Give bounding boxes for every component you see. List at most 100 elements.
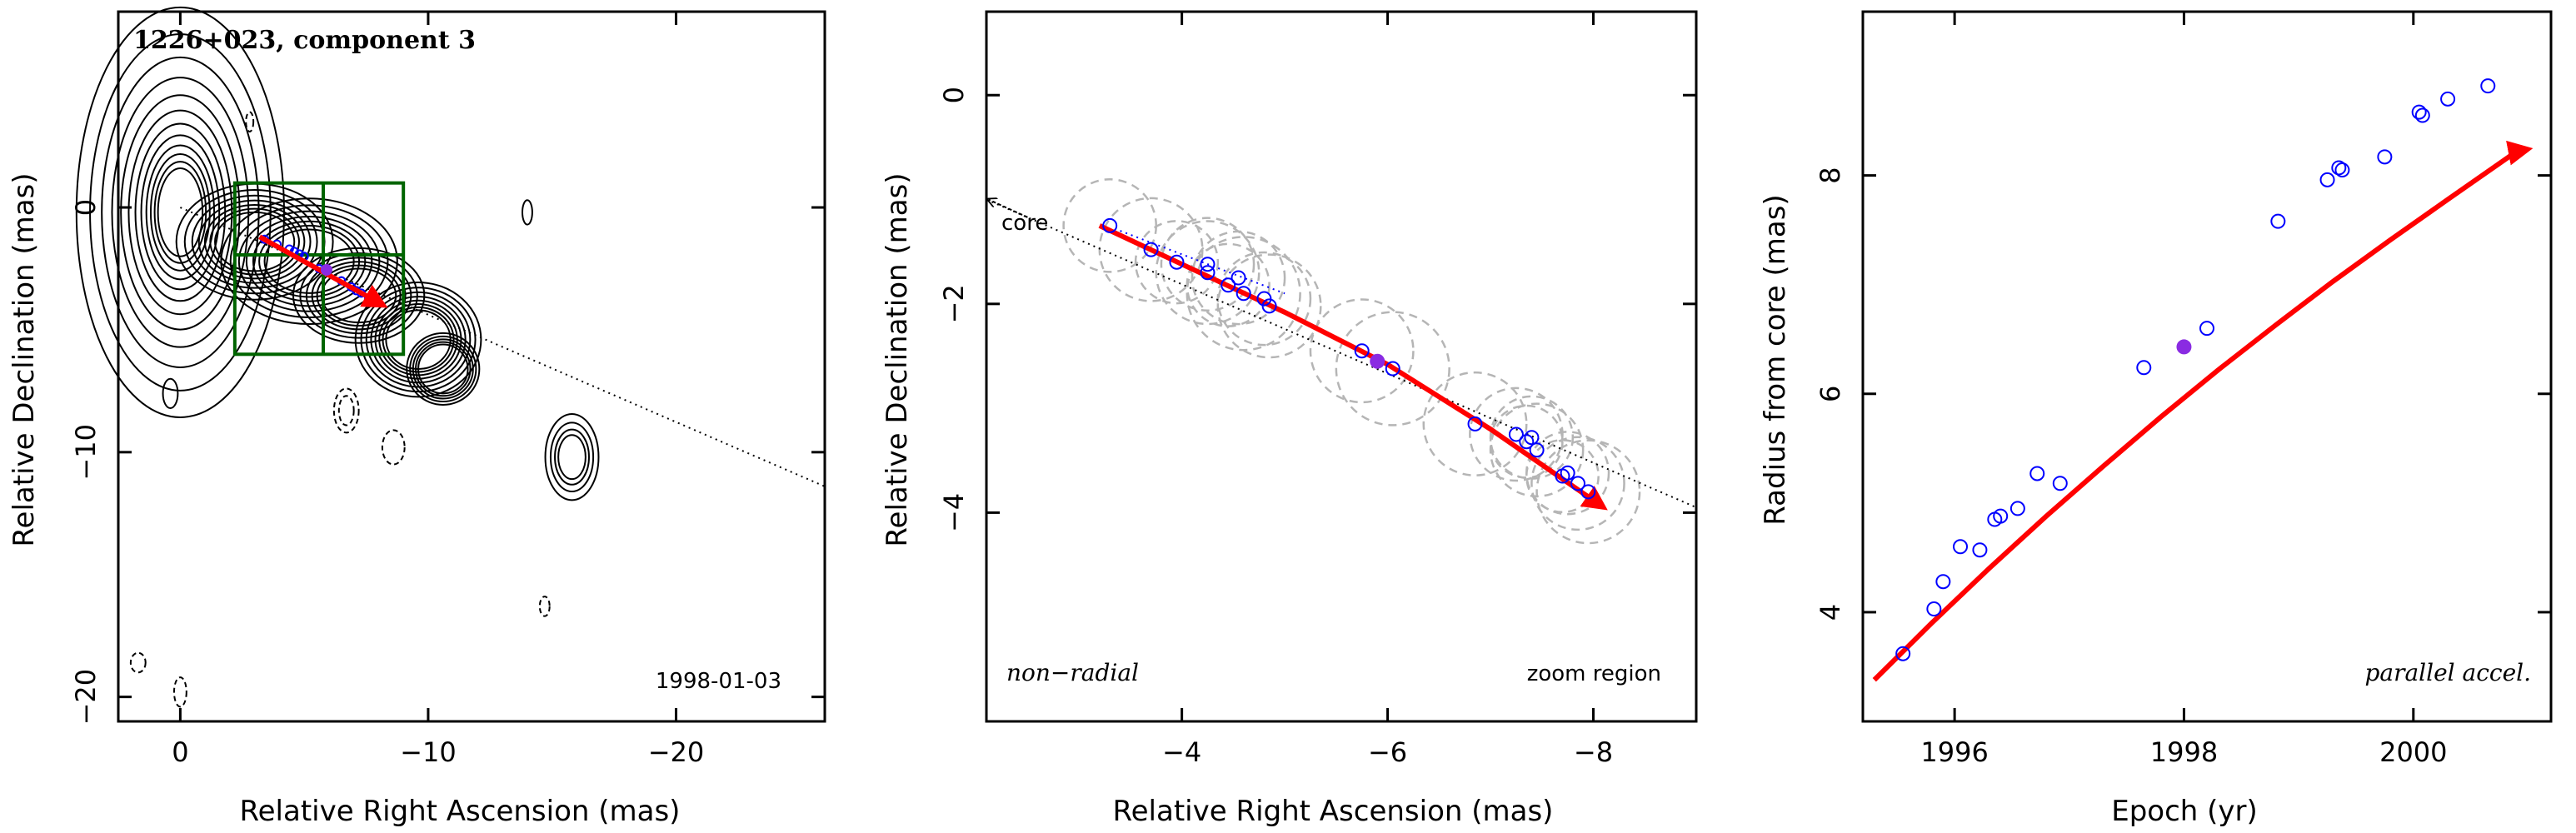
contour-line: [220, 197, 398, 326]
zoom-box-frame: [232, 181, 406, 357]
x-axis-label: Relative Right Ascension (mas): [1113, 795, 1554, 828]
y-tick-label: 4: [1815, 604, 1846, 621]
non-radial-label: non−radial: [1006, 659, 1139, 686]
data-point: [1102, 217, 1118, 233]
blue-dotted-line: [1120, 230, 1286, 295]
y-tick-label: 0: [938, 87, 970, 103]
data-point: [1926, 601, 1942, 616]
data-point: [2331, 160, 2347, 176]
panel-title: 1226+023, component 3: [133, 26, 476, 55]
x-tick-label: 0: [172, 736, 188, 768]
data-point: [1200, 257, 1216, 272]
error-circles: [1062, 178, 1641, 545]
contour-line: [538, 596, 551, 617]
contour-line: [203, 203, 306, 280]
highlight-point: [1370, 353, 1385, 369]
error-circle: [1335, 311, 1450, 426]
plot-frame: [117, 10, 826, 723]
data-point: [2009, 501, 2025, 516]
error-circle: [1062, 178, 1157, 273]
error-circle: [1525, 439, 1600, 514]
contour-line: [149, 152, 211, 272]
data-point: [1560, 465, 1575, 481]
data-point: [1508, 426, 1524, 442]
y-tick-label: −2: [938, 284, 970, 323]
contour-line: [111, 77, 250, 348]
x-tick-label: 1998: [2150, 736, 2218, 768]
core-label: core: [1001, 211, 1048, 236]
core-direction-line: [179, 207, 826, 487]
radius-epoch-panel: 1996 1998 2000 4 6 8 parallel accel. Epoch (y…: [1759, 10, 2553, 828]
contour-map: [75, 6, 600, 708]
fit-curve: [1872, 140, 2534, 682]
data-point: [2052, 476, 2068, 491]
x-tick-label: 1996: [1920, 736, 1988, 768]
contour-line: [129, 651, 147, 674]
data-point: [2480, 78, 2496, 94]
contour-line: [415, 341, 472, 397]
data-point: [1972, 542, 1988, 558]
plot-frame: [985, 10, 1698, 723]
x-axis-label: Relative Right Ascension (mas): [240, 795, 681, 828]
contour-line: [292, 247, 426, 344]
error-circle: [1186, 236, 1301, 352]
contour-panel: 0 −10 −20 −20 −10 0 1226+023, component 3 199…: [7, 6, 826, 828]
data-point: [2440, 91, 2456, 107]
data-point: [1467, 416, 1483, 431]
x-axis-label: Epoch (yr): [2111, 795, 2258, 828]
data-point: [1221, 277, 1236, 293]
y-tick-label: −20: [70, 669, 102, 726]
y-axis-label: Radius from core (mas): [1759, 194, 1792, 525]
data-point: [1143, 242, 1159, 257]
contour-line: [209, 207, 300, 276]
y-axis-label: Relative Declination (mas): [7, 172, 41, 546]
component-points: [1102, 217, 1596, 500]
data-point: [2319, 172, 2335, 187]
data-point: [2411, 104, 2427, 120]
x-tick-label: −6: [1368, 736, 1407, 768]
contour-line: [549, 421, 595, 493]
axis-ticks: −4 −6 −8 −4 −2 0: [938, 12, 1696, 768]
data-point: [2414, 107, 2430, 123]
data-point: [1935, 574, 1951, 590]
contour-line: [153, 161, 207, 264]
data-point: [1169, 254, 1185, 270]
component-points: [1895, 78, 2496, 661]
contour-line: [544, 413, 600, 501]
data-point: [2270, 213, 2286, 229]
contour-line: [370, 296, 467, 384]
contour-line: [557, 434, 587, 481]
contour-line: [554, 428, 590, 486]
contour-line: [127, 109, 233, 316]
contour-line: [354, 281, 482, 398]
zoom-region-label: zoom region: [1527, 661, 1661, 686]
data-point: [2029, 466, 2045, 481]
data-point: [1200, 265, 1216, 281]
contour-line: [337, 395, 355, 426]
x-tick-label: −20: [648, 736, 705, 768]
contour-line: [332, 387, 360, 434]
error-circle: [1489, 404, 1564, 479]
error-circle: [1309, 298, 1415, 404]
data-point: [1953, 539, 1969, 555]
contour-line: [172, 676, 187, 708]
error-circle: [1525, 431, 1610, 516]
trajectory-arrow: [1098, 223, 1608, 511]
x-tick-label: −10: [400, 736, 457, 768]
x-tick-label: −8: [1574, 736, 1613, 768]
core-arrow: [988, 200, 1028, 218]
contour-line: [406, 332, 481, 406]
y-tick-label: 6: [1815, 386, 1846, 402]
data-point: [1529, 442, 1545, 458]
axis-ticks: 0 −10 −20 −20 −10 0: [70, 12, 825, 768]
contour-line: [381, 429, 406, 466]
contour-line: [409, 335, 477, 403]
contour-line: [191, 194, 318, 289]
contour-line: [305, 257, 412, 335]
core-direction-line: [986, 198, 1697, 509]
error-circle: [1155, 220, 1261, 326]
x-tick-label: 2000: [2379, 736, 2447, 768]
error-circle: [1160, 217, 1256, 312]
y-tick-label: 8: [1815, 167, 1846, 183]
